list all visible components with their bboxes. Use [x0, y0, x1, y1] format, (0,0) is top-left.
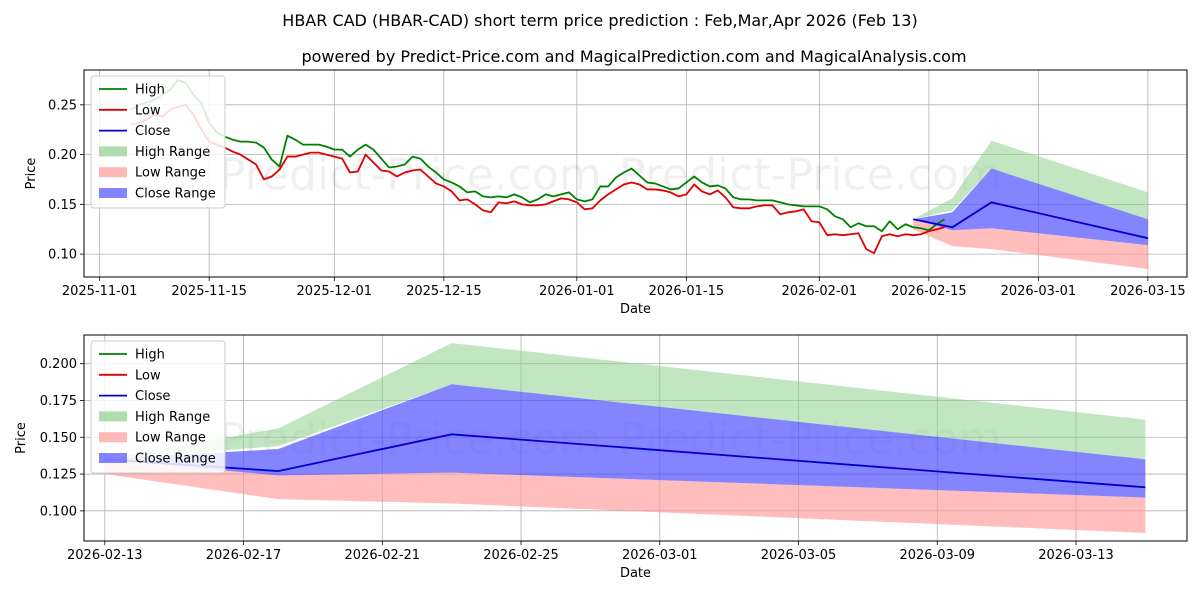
x-tick-label: 2026-02-21: [345, 548, 421, 563]
plot-area: [104, 343, 1146, 533]
x-tick-label: 2026-01-15: [649, 284, 725, 299]
close-range-band: [104, 384, 1146, 498]
x-tick-label: 2025-12-01: [297, 284, 373, 299]
y-tick-label: 0.10: [48, 248, 77, 263]
x-tick-label: 2026-03-13: [1038, 548, 1114, 563]
legend-high-range-label: High Range: [135, 410, 210, 425]
close-forecast-line: [913, 201, 1149, 240]
legend-low-range-label: Low Range: [135, 166, 206, 181]
x-tick-label: 2026-02-17: [206, 548, 282, 563]
y-tick-label: 0.150: [40, 431, 77, 446]
x-tick-label: 2026-01-01: [539, 284, 615, 299]
legend-close-label: Close: [135, 124, 170, 139]
legend-low-range-swatch: [99, 432, 127, 443]
legend-high-range-label: High Range: [135, 145, 210, 160]
low-price-line: [130, 103, 945, 255]
y-tick-label: 0.175: [40, 394, 77, 409]
legend-high-range-swatch: [99, 411, 127, 422]
chart-title: HBAR CAD (HBAR-CAD) short term price pre…: [282, 11, 917, 30]
x-axis-label: Date: [620, 566, 651, 581]
x-tick-label: 2025-12-15: [406, 284, 482, 299]
y-axis-label: Price: [24, 158, 39, 190]
axes-frame: [83, 334, 1188, 542]
y-tick-label: 0.15: [48, 198, 77, 213]
top-panel: 2025-11-01 2025-11-15 2025-12-01 2025-12-15…: [24, 69, 1188, 317]
x-tick-label: 2026-03-01: [622, 548, 698, 563]
x-tick-label: 2025-11-01: [62, 284, 138, 299]
high-price-line: [130, 79, 945, 233]
x-tick-label: 2026-02-13: [67, 548, 143, 563]
legend-low-label: Low: [135, 368, 161, 383]
x-tick-label: 2026-02-01: [782, 284, 858, 299]
y-tick-label: 0.25: [48, 98, 77, 113]
legend-high-range-swatch: [99, 146, 127, 157]
axes-frame: [83, 69, 1188, 278]
legend-low-range-swatch: [99, 167, 127, 178]
legend-low-range-label: Low Range: [135, 431, 206, 446]
x-tick-label: 2025-11-15: [171, 284, 247, 299]
y-tick-label: 0.100: [40, 504, 77, 519]
legend-close-range-label: Close Range: [135, 187, 216, 202]
plot-area: [130, 79, 1149, 270]
legend-close-range-swatch: [99, 188, 127, 198]
bottom-panel: 2026-02-13 2026-02-17 2026-02-21 2026-02-25…: [14, 334, 1188, 581]
watermark-text: Predict-Price.com: [219, 150, 602, 201]
y-tick-label: 0.20: [48, 148, 77, 163]
legend-close-range-swatch: [99, 453, 127, 463]
x-tick-label: 2026-02-15: [891, 284, 967, 299]
chart-subtitle: powered by Predict-Price.com and Magical…: [301, 47, 966, 66]
low-range-band: [104, 459, 1146, 533]
legend-low-label: Low: [135, 103, 161, 118]
y-tick-label: 0.200: [40, 357, 77, 372]
legend-close-range-label: Close Range: [135, 452, 216, 467]
high-range-band: [104, 343, 1146, 460]
high-range-band: [913, 140, 1148, 220]
watermark-text: Predict-Price.com: [619, 150, 1002, 201]
low-range-band: [913, 219, 1148, 270]
x-tick-label: 2026-03-09: [899, 548, 975, 563]
legend-close-label: Close: [135, 389, 170, 404]
legend-high-label: High: [135, 348, 165, 363]
close-range-band: [913, 168, 1148, 246]
y-tick-label: 0.125: [40, 468, 77, 483]
x-axis-label: Date: [620, 302, 651, 317]
legend-high-label: High: [135, 83, 165, 98]
x-tick-label: 2026-03-05: [761, 548, 837, 563]
x-tick-label: 2026-03-01: [1001, 284, 1077, 299]
y-axis-label: Price: [14, 422, 29, 454]
x-tick-label: 2026-03-15: [1110, 284, 1186, 299]
x-tick-label: 2026-02-25: [483, 548, 559, 563]
